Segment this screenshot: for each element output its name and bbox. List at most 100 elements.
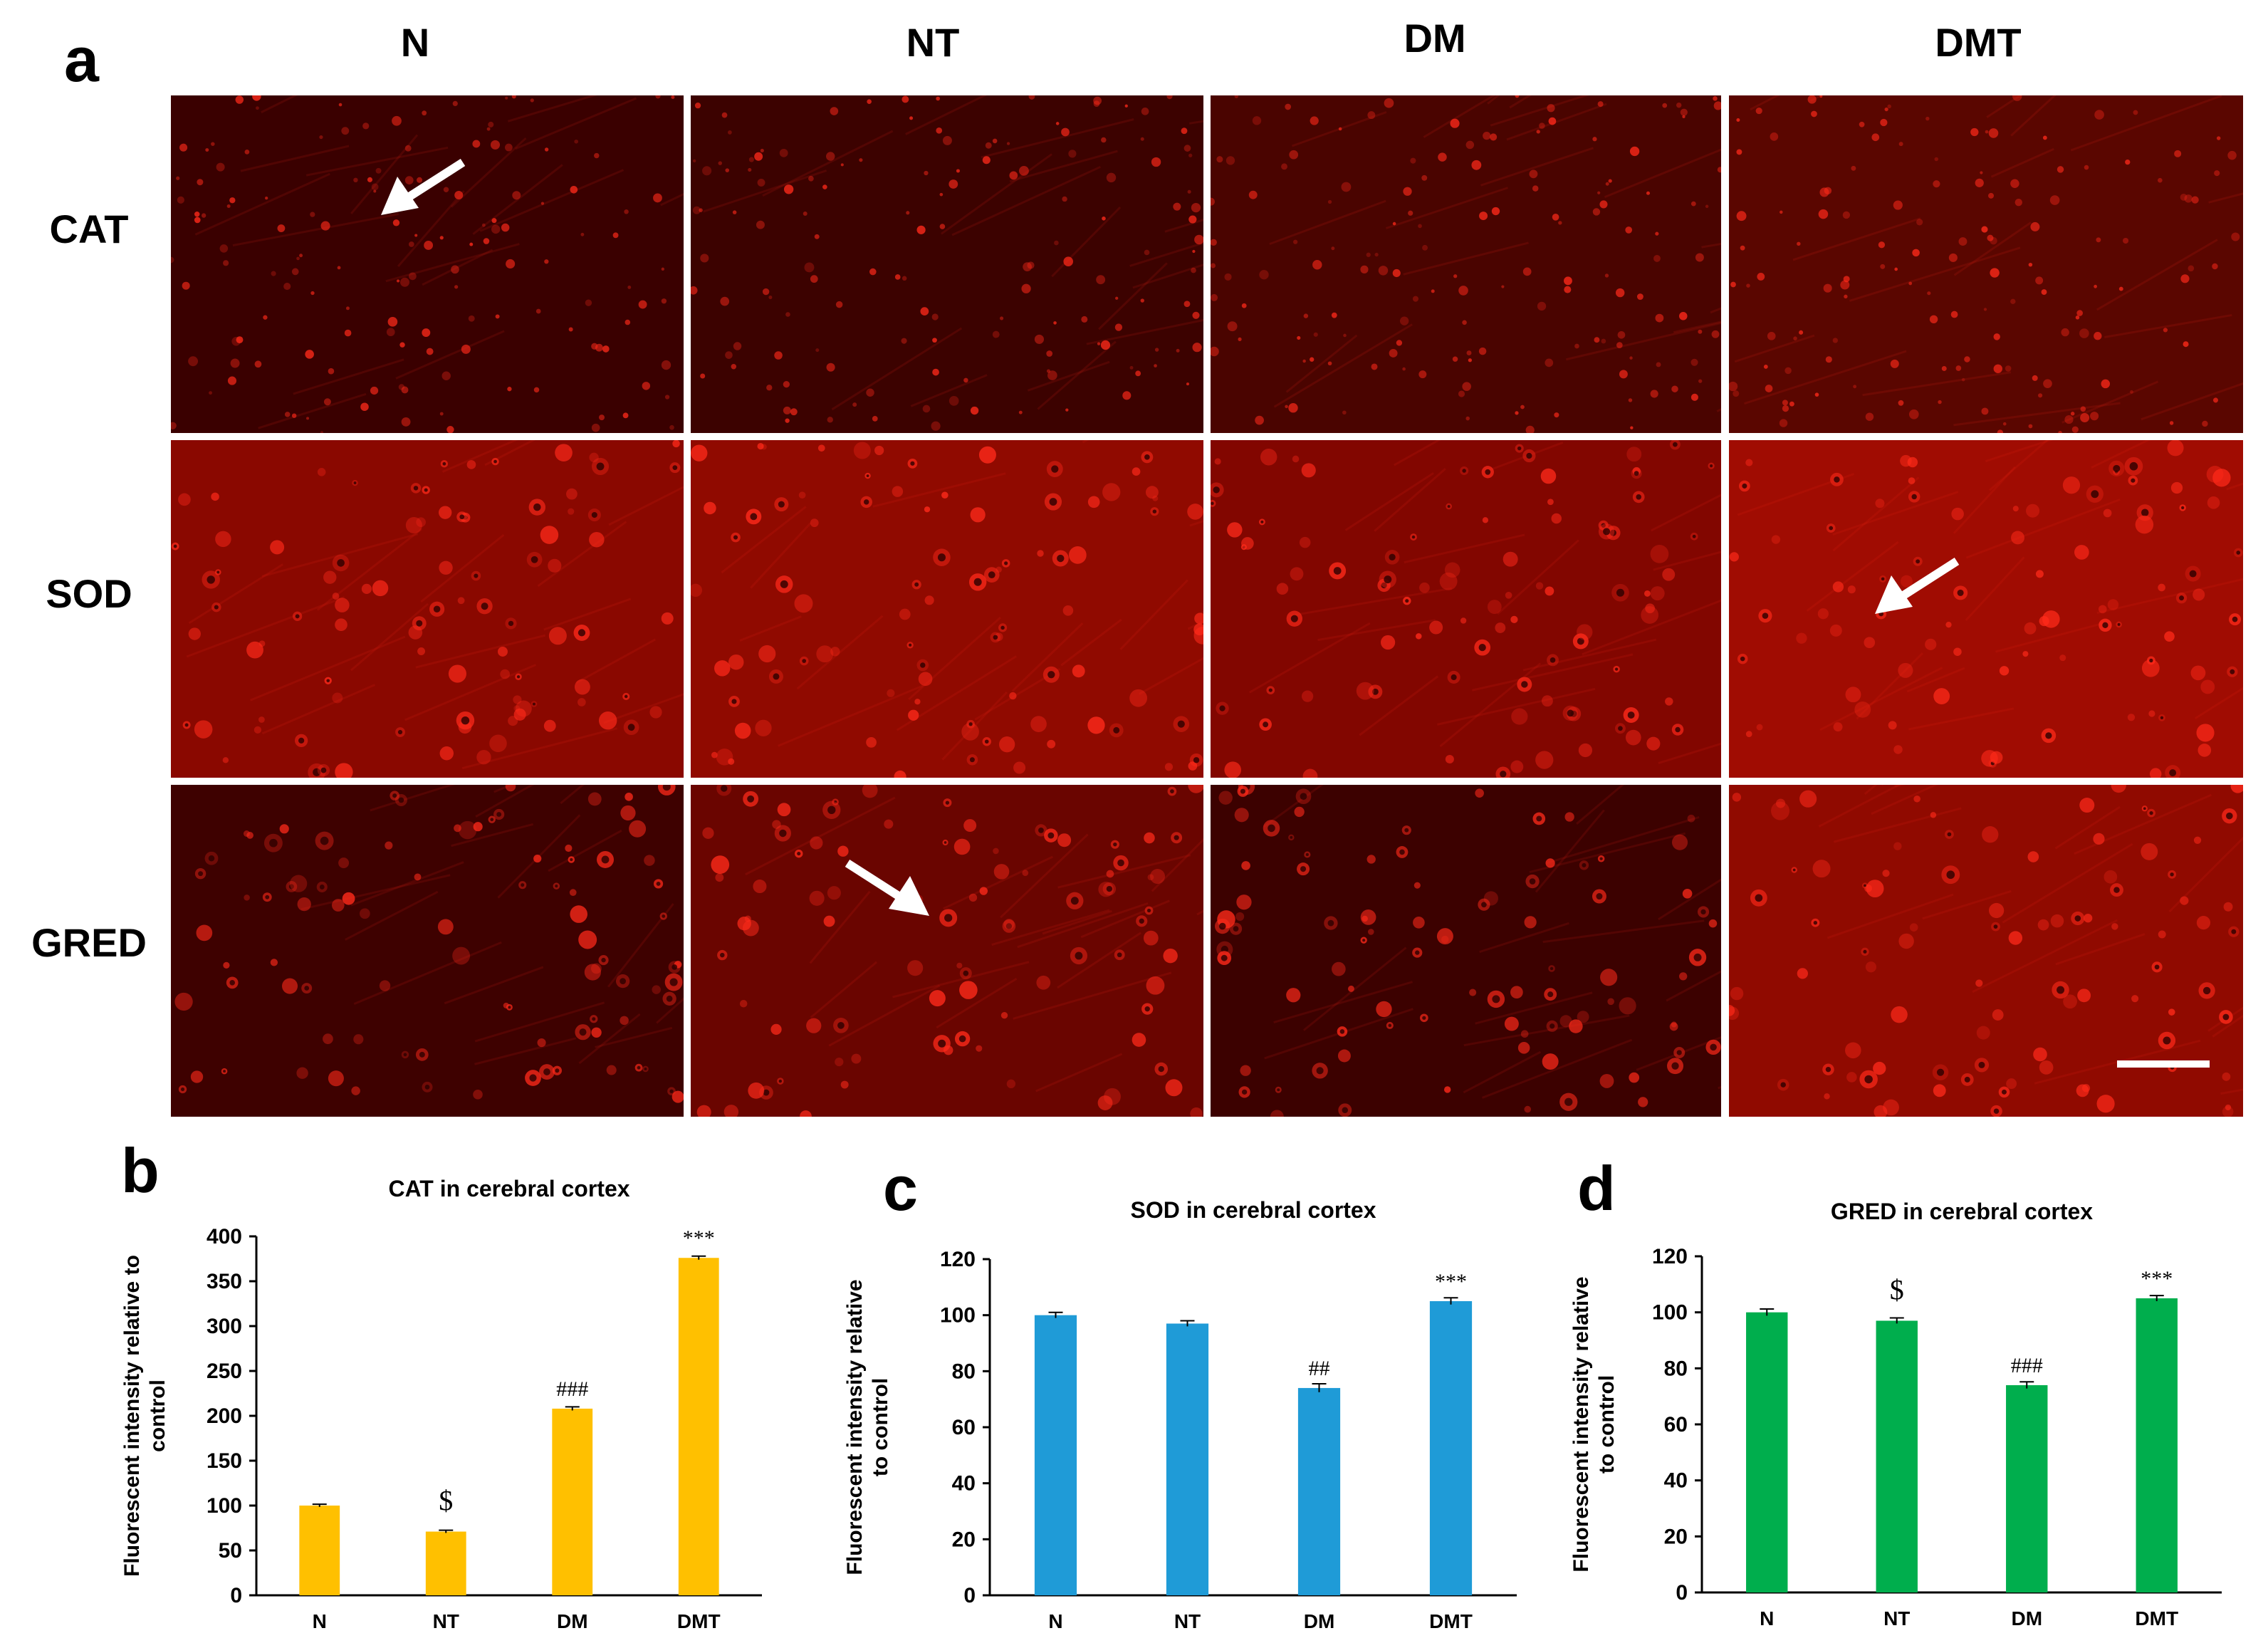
bar-dmt [1429, 1301, 1473, 1595]
micrograph-cat-dm [1211, 95, 1721, 433]
chart-gred-svg: GRED in cerebral cortex Fluorescent inten… [1569, 1199, 2222, 1629]
micrograph-cat-dmt [1729, 95, 2243, 433]
bar-n [1034, 1315, 1077, 1595]
row-header-gred: GRED [31, 920, 147, 965]
y-tick-label: 100 [1652, 1301, 1688, 1325]
y-tick-label: 80 [952, 1360, 976, 1383]
column-header-dmt: DMT [1935, 20, 2022, 65]
y-tick-label: 120 [1652, 1245, 1688, 1268]
micrograph-gred-nt [691, 785, 1203, 1117]
bar-dm [552, 1408, 593, 1595]
y-tick-label: 20 [1664, 1525, 1688, 1548]
significance-marker: *** [2141, 1267, 2173, 1290]
panel-label-a: a [64, 24, 99, 95]
x-tick-label: NT [433, 1610, 459, 1632]
y-tick-label: 50 [219, 1539, 242, 1563]
bar-dm [1297, 1387, 1341, 1595]
micrograph-image [691, 440, 1203, 778]
significance-marker: ### [556, 1377, 588, 1401]
chart-title: CAT in cerebral cortex [388, 1176, 629, 1201]
y-tick-label: 200 [207, 1404, 242, 1428]
y-tick-label: 0 [963, 1584, 976, 1607]
micrograph-cat-nt [691, 95, 1203, 433]
scale-bar [2117, 1060, 2210, 1068]
chart-cat-svg: CAT in cerebral cortex Fluorescent intens… [120, 1176, 762, 1632]
micrograph-image [691, 95, 1203, 433]
micrograph-image [1211, 785, 1721, 1117]
y-axis-label: Fluorescent intensity relative to control [120, 1255, 169, 1577]
micrograph-image [691, 785, 1203, 1117]
chart-title: SOD in cerebral cortex [1130, 1197, 1376, 1223]
micrograph-image [1211, 440, 1721, 778]
y-tick-label: 350 [207, 1270, 242, 1293]
x-tick-label: N [1760, 1607, 1774, 1629]
arrow-head [889, 876, 929, 916]
chart-title: GRED in cerebral cortex [1831, 1199, 2093, 1224]
chart-sod-svg: SOD in cerebral cortex Fluorescent intens… [843, 1197, 1517, 1632]
bar-nt [1876, 1320, 1918, 1592]
y-tick-label: 60 [1664, 1413, 1688, 1436]
y-tick-label: 0 [230, 1584, 242, 1607]
significance-marker: *** [683, 1226, 715, 1250]
micrograph-gred-dm [1211, 785, 1721, 1117]
bar-n [299, 1506, 340, 1595]
y-tick-label: 20 [952, 1528, 976, 1551]
micrograph-image [171, 95, 684, 433]
panel-label-c: c [883, 1153, 918, 1224]
x-tick-label: NT [1174, 1610, 1201, 1632]
bar-dm [2006, 1384, 2048, 1592]
significance-marker: *** [1435, 1270, 1467, 1293]
arrow-head [1875, 575, 1913, 614]
x-tick-label: DMT [677, 1610, 721, 1632]
y-tick-label: 60 [952, 1416, 976, 1439]
y-tick-label: 100 [940, 1304, 976, 1328]
y-tick-label: 150 [207, 1449, 242, 1473]
micrograph-image [171, 440, 684, 778]
x-tick-label: DM [2011, 1607, 2042, 1629]
panel-label-b: b [121, 1135, 160, 1206]
bar-nt [425, 1531, 466, 1595]
significance-marker: ### [2011, 1354, 2043, 1377]
bar-dmt [2136, 1298, 2178, 1592]
micrograph-image [171, 785, 684, 1117]
micrograph-image [1729, 785, 2243, 1117]
y-tick-label: 300 [207, 1315, 242, 1338]
x-tick-label: N [313, 1610, 327, 1632]
micrograph-gred-dmt [1729, 785, 2243, 1117]
x-tick-label: DM [1304, 1610, 1335, 1632]
panel-label-d: d [1577, 1153, 1616, 1224]
row-header-sod: SOD [46, 571, 132, 616]
micrograph-gred-n [171, 785, 684, 1117]
significance-marker: ## [1309, 1357, 1330, 1380]
micrograph-sod-n [171, 440, 684, 778]
y-tick-label: 40 [952, 1472, 976, 1496]
significance-marker: $ [1890, 1273, 1904, 1305]
y-axis-label: Fluorescent intensity relative to control [843, 1279, 892, 1575]
significance-marker: $ [439, 1485, 453, 1517]
y-tick-label: 100 [207, 1494, 242, 1518]
row-header-cat: CAT [49, 207, 129, 251]
bar-n [1746, 1312, 1788, 1592]
micrograph-image [1729, 95, 2243, 433]
y-tick-label: 120 [940, 1248, 976, 1271]
x-tick-label: DMT [1429, 1610, 1473, 1632]
bar-dmt [678, 1258, 719, 1595]
bar-nt [1166, 1323, 1209, 1595]
arrow-head [381, 177, 419, 215]
y-axis-label: Fluorescent intensity relative to control [1569, 1276, 1619, 1572]
y-tick-label: 400 [207, 1225, 242, 1248]
micrograph-sod-nt [691, 440, 1203, 778]
column-header-dm: DM [1404, 16, 1466, 61]
y-tick-label: 0 [1676, 1581, 1688, 1605]
micrograph-sod-dmt [1729, 440, 2243, 778]
micrograph-image [1729, 440, 2243, 778]
column-header-n: N [400, 20, 430, 65]
x-tick-label: DM [557, 1610, 588, 1632]
y-tick-label: 80 [1664, 1357, 1688, 1380]
chart-sod: SOD in cerebral cortex Fluorescent intens… [840, 1139, 1552, 1638]
y-tick-label: 40 [1664, 1469, 1688, 1493]
micrograph-sod-dm [1211, 440, 1721, 778]
y-tick-label: 250 [207, 1360, 242, 1383]
micrograph-image [1211, 95, 1721, 433]
x-tick-label: DMT [2135, 1607, 2178, 1629]
